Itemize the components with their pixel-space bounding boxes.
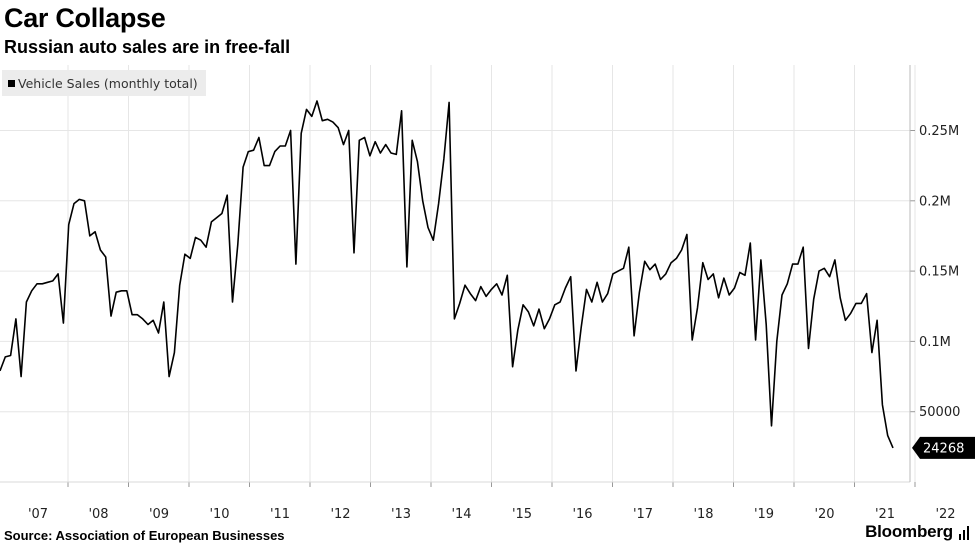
y-tick-label: 0.2M xyxy=(919,194,951,209)
y-tick-label: 50000 xyxy=(919,405,960,420)
x-tick-label: '19 xyxy=(754,507,774,522)
x-tick-label: '09 xyxy=(149,507,169,522)
x-tick-label: '07 xyxy=(28,507,48,522)
x-tick-label: '16 xyxy=(572,507,592,522)
y-axis-ticks: 50000 0.1M 0.15M 0.2M 0.25M xyxy=(910,124,960,420)
x-axis-ticks: '07 '08 '09 '10 '11 '12 '13 '14 '15 '16 '17 '18 '19 '… xyxy=(28,65,956,522)
x-tick-label: '22 xyxy=(935,507,955,522)
last-value-label: 24268 xyxy=(923,441,964,456)
x-tick-label: '08 xyxy=(88,507,108,522)
x-tick-label: '12 xyxy=(330,507,350,522)
last-value-marker xyxy=(912,436,975,459)
gridlines xyxy=(0,130,910,413)
chart-subtitle: Russian auto sales are in free-fall xyxy=(4,37,291,57)
x-tick-label: '11 xyxy=(270,507,290,522)
y-tick-label: 0.15M xyxy=(919,265,959,280)
brand-mark-icon xyxy=(959,526,969,540)
legend: Vehicle Sales (monthly total) xyxy=(2,70,206,96)
x-tick-label: '21 xyxy=(875,507,895,522)
series-line-vehicle-sales xyxy=(0,100,894,449)
x-tick-label: '13 xyxy=(391,507,411,522)
y-tick-label: 0.25M xyxy=(919,124,959,139)
last-value-badge: 24268 xyxy=(912,436,975,459)
x-tick-label: '10 xyxy=(209,507,229,522)
chart-title: Car Collapse xyxy=(4,3,166,33)
x-tick-label: '20 xyxy=(814,507,834,522)
x-tick-label: '18 xyxy=(693,507,713,522)
source-note: Source: Association of European Business… xyxy=(4,528,285,543)
x-tick-label: '15 xyxy=(512,507,532,522)
y-tick-label: 0.1M xyxy=(919,335,951,350)
x-tick-label: '14 xyxy=(451,507,471,522)
x-tick-label: '17 xyxy=(633,507,653,522)
legend-swatch xyxy=(8,79,15,87)
legend-label: Vehicle Sales (monthly total) xyxy=(18,75,198,91)
brand-logo-text: Bloomberg xyxy=(865,522,953,541)
